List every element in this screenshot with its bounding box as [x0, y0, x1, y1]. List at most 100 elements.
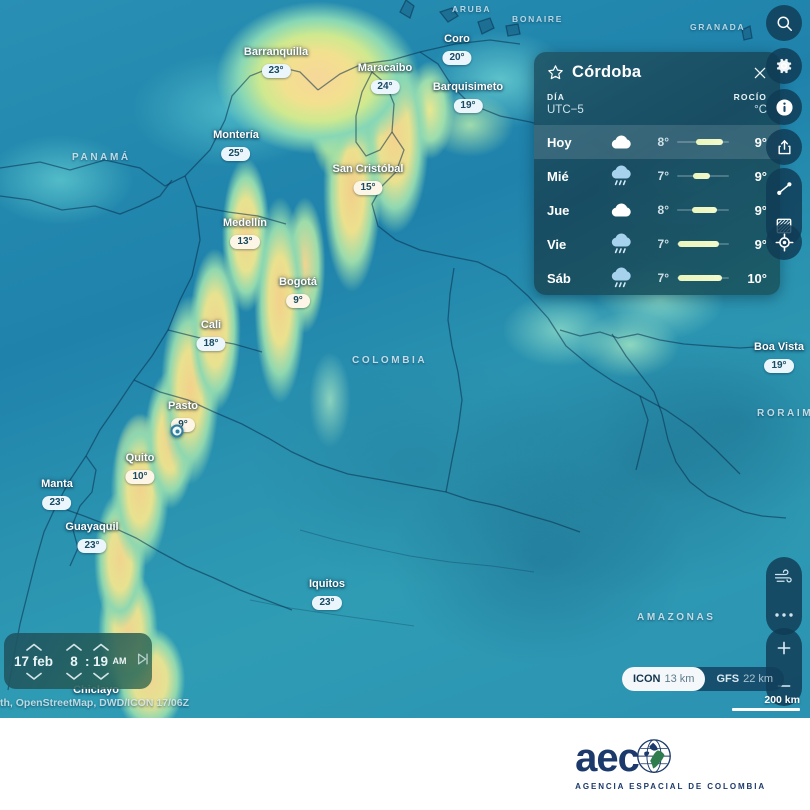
forecast-day-caption: DÍA [547, 92, 565, 102]
chevron-down-icon[interactable] [65, 671, 83, 681]
city-temp: 23° [312, 596, 342, 610]
forecast-day-label: Vie [547, 236, 567, 252]
forecast-row[interactable]: Mié 7° 9° [534, 159, 780, 193]
city-temp: 19° [453, 99, 483, 113]
info-button[interactable] [766, 89, 802, 125]
forecast-temp-bar [677, 207, 729, 213]
forecast-bar-fill [692, 173, 711, 179]
city-name: Quito [125, 452, 155, 464]
gear-icon [776, 58, 792, 74]
island-label-granada: GRANADA [690, 22, 746, 32]
city-temp: 20° [442, 51, 472, 65]
forecast-row[interactable]: Hoy 8° 9° [534, 125, 780, 159]
city-coro[interactable]: Coro 20° [442, 33, 472, 65]
hour-stepper[interactable]: 8 [65, 642, 83, 681]
city-temp: 25° [221, 147, 251, 161]
forecast-row[interactable]: Sáb 7° 10° [534, 261, 780, 295]
current-location-marker[interactable] [170, 424, 184, 438]
city-boa-vista[interactable]: Boa Vista 19° [754, 341, 804, 373]
forecast-day-label: Hoy [547, 134, 572, 150]
search-button[interactable] [766, 5, 802, 41]
forecast-high-temp: 9° [754, 134, 767, 150]
scale-bar: 200 km [732, 694, 800, 711]
minute-stepper[interactable]: 19 [92, 642, 110, 681]
city-monteria[interactable]: Montería 25° [213, 129, 259, 161]
chevron-up-icon[interactable] [25, 642, 43, 652]
rain-cloud-icon [601, 165, 641, 187]
forecast-column-headers: DÍA UTC−5 ROCÍO °C [534, 89, 780, 125]
zoom-in-button[interactable] [766, 634, 802, 662]
hour-value: 8 [70, 653, 78, 669]
forecast-unit: °C [754, 104, 767, 116]
logo-tagline: AGENCIA ESPACIAL DE COLOMBIA [575, 782, 766, 791]
star-icon[interactable] [547, 64, 564, 81]
more-options-button[interactable] [766, 601, 802, 629]
forecast-row[interactable]: Jue 8° 9° [534, 193, 780, 227]
city-barquisimeto[interactable]: Barquisimeto 19° [433, 81, 503, 113]
scale-line [732, 708, 800, 711]
cloud-icon [601, 133, 641, 151]
model-switch[interactable]: ICON 13 km GFS 22 km [622, 667, 785, 691]
city-name: Boa Vista [754, 341, 804, 353]
search-icon [776, 15, 792, 31]
share-button[interactable] [766, 129, 802, 165]
layer-tools-group[interactable] [766, 557, 802, 635]
date-stepper[interactable]: 17 feb [14, 642, 53, 681]
play-to-end-icon [137, 653, 148, 664]
city-temp: 13° [230, 235, 260, 249]
chevron-up-icon[interactable] [92, 642, 110, 652]
locate-button[interactable] [766, 224, 802, 260]
play-to-end-button[interactable] [136, 652, 150, 671]
city-name: Iquitos [308, 578, 346, 590]
forecast-panel[interactable]: Córdoba DÍA UTC−5 ROCÍO °C Hoy [534, 52, 780, 295]
distance-ruler-icon [776, 181, 791, 195]
city-temp: 18° [196, 337, 226, 351]
city-name: Maracaibo [357, 62, 413, 74]
island-label-aruba: ARUBA [452, 4, 492, 14]
map-attribution: th, OpenStreetMap, DWD/ICON 17/06Z [0, 697, 190, 709]
chevron-down-icon[interactable] [25, 671, 43, 681]
chevron-up-icon[interactable] [65, 642, 83, 652]
model-name: GFS [716, 673, 740, 685]
close-icon[interactable] [752, 65, 768, 81]
forecast-day-column: DÍA UTC−5 [547, 92, 734, 117]
wind-layer-button[interactable] [766, 563, 802, 591]
forecast-bar-fill [678, 241, 719, 247]
city-bogota[interactable]: Bogotá 9° [279, 276, 317, 308]
globe-icon [637, 739, 671, 773]
city-temp: 15° [353, 181, 383, 195]
city-cali[interactable]: Cali 18° [196, 319, 226, 351]
city-temp: 10° [125, 470, 155, 484]
chevron-down-icon[interactable] [92, 671, 110, 681]
city-quito[interactable]: Quito 10° [125, 452, 155, 484]
city-name: Cali [200, 319, 222, 331]
distance-button[interactable] [766, 174, 802, 202]
rain-cloud-icon [601, 233, 641, 255]
forecast-location-title: Córdoba [572, 63, 642, 81]
footer-bar: aec AGENCIA ESPACIAL DE COLOMBIA [0, 718, 810, 810]
forecast-temp-bar [677, 173, 729, 179]
city-temp: 9° [286, 294, 310, 308]
city-maracaibo[interactable]: Maracaibo 24° [358, 62, 412, 94]
model-option-gfs[interactable]: GFS 22 km [705, 667, 784, 691]
wind-layer-icon [774, 569, 792, 583]
forecast-row[interactable]: Vie 7° 9° [534, 227, 780, 261]
forecast-low-temp: 7° [657, 169, 669, 183]
city-guayaquil[interactable]: Guayaquil 23° [65, 521, 119, 553]
model-name: ICON [633, 673, 661, 685]
city-iquitos[interactable]: Iquitos 23° [309, 578, 345, 610]
model-option-icon[interactable]: ICON 13 km [622, 667, 706, 691]
city-name: Manta [41, 478, 73, 490]
settings-button[interactable] [766, 48, 802, 84]
city-name: Barranquilla [243, 46, 309, 58]
city-san-cristobal[interactable]: San Cristóbal 15° [333, 163, 403, 195]
city-name: Barquisimeto [432, 81, 504, 93]
city-barranquilla[interactable]: Barranquilla 23° [244, 46, 308, 78]
city-manta[interactable]: Manta 23° [41, 478, 73, 510]
city-medellin[interactable]: Medellín 13° [223, 217, 267, 249]
aec-logo: aec AGENCIA ESPACIAL DE COLOMBIA [575, 737, 766, 791]
info-icon [775, 98, 793, 116]
city-temp: 23° [42, 496, 72, 510]
time-control-bar[interactable]: 17 feb 8 : 19 [4, 633, 152, 689]
